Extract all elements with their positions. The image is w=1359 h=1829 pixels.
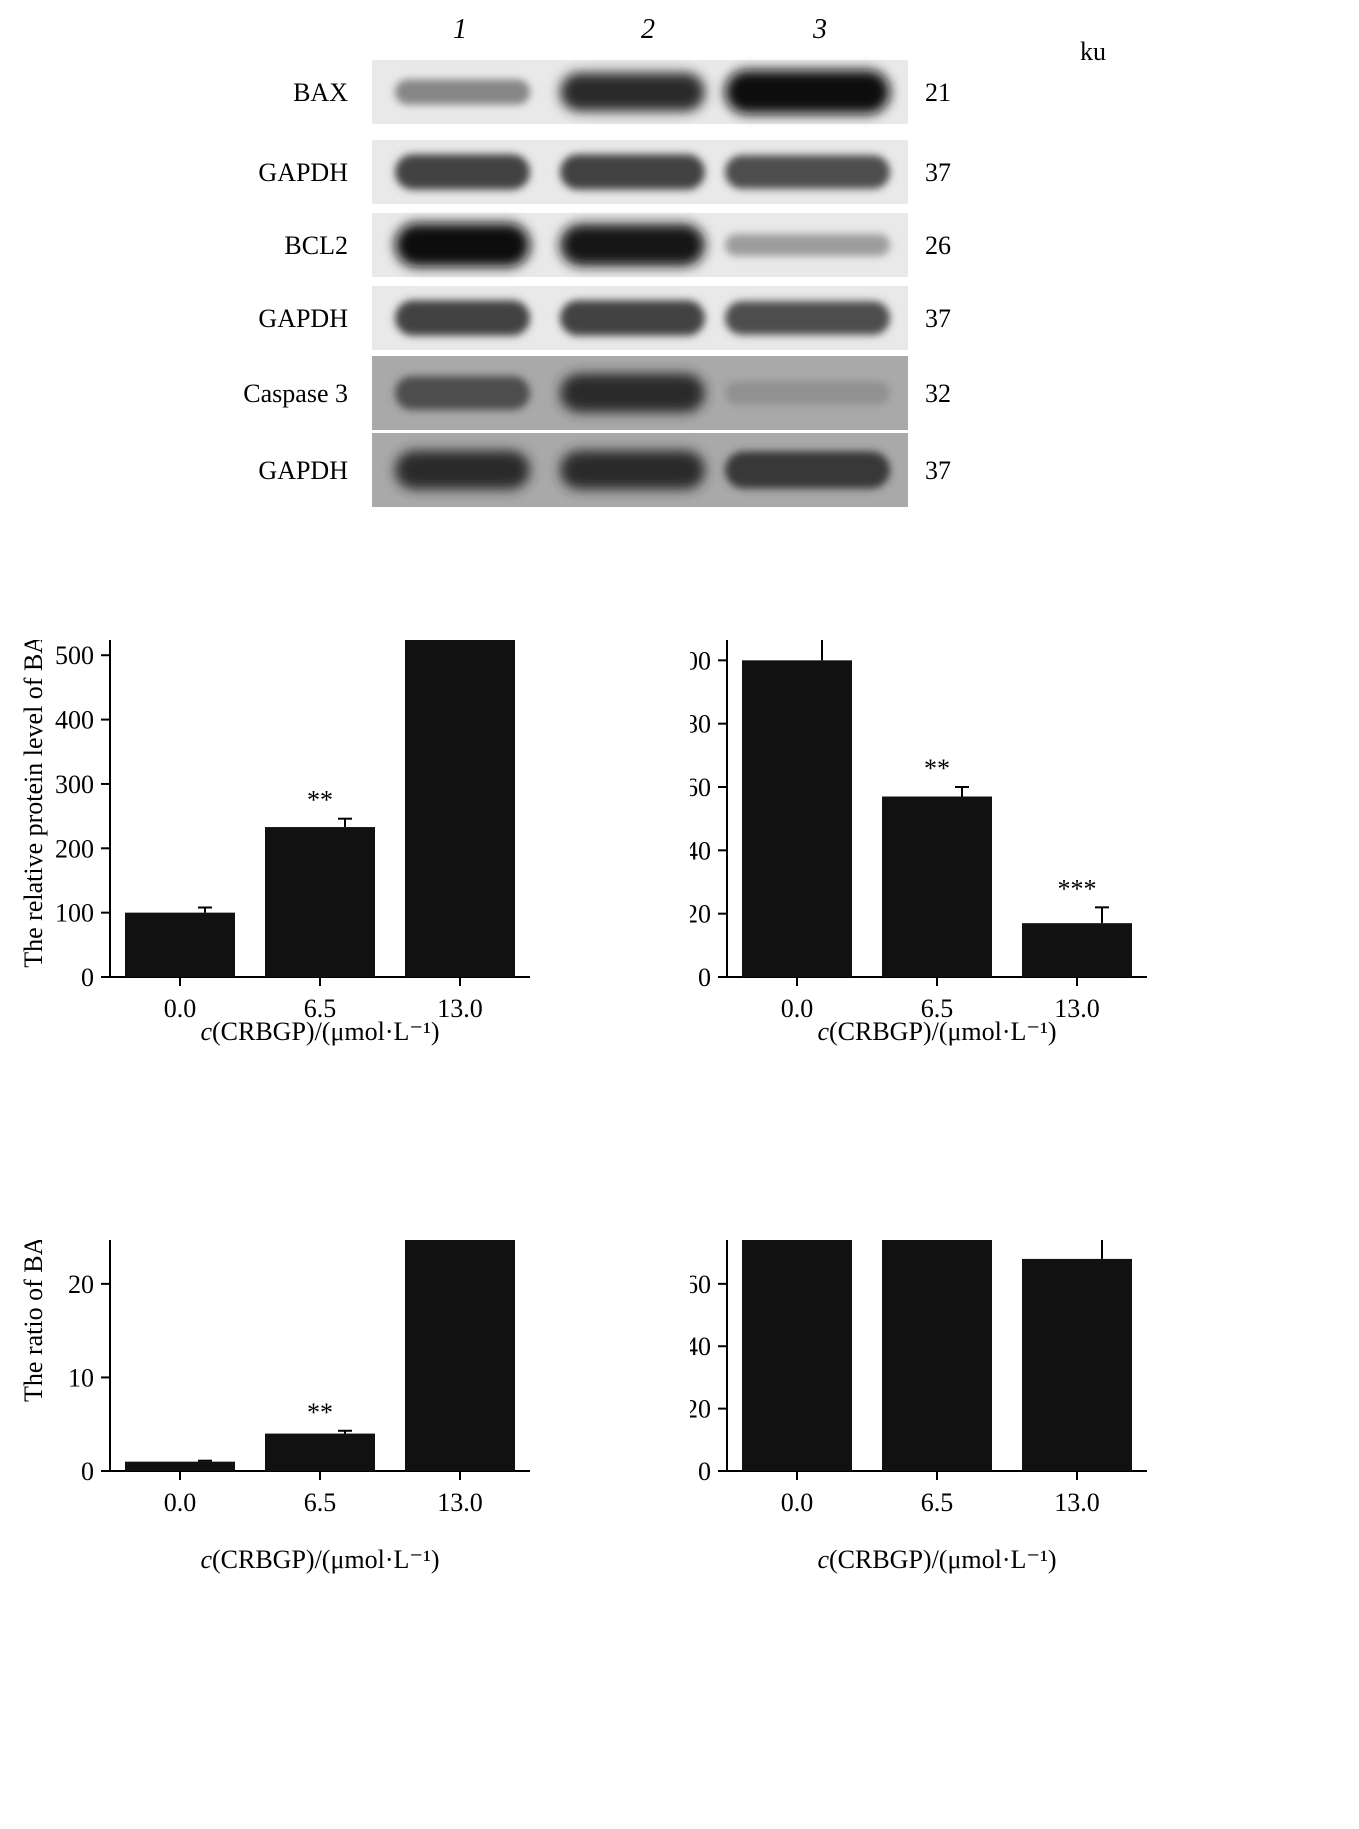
- bar: [1022, 923, 1132, 977]
- bar: [1022, 1258, 1132, 1471]
- bar: [742, 660, 852, 977]
- x-tick-label: 0.0: [164, 994, 197, 1023]
- y-tick-label: 40: [690, 1332, 711, 1361]
- unit-label: ku: [1080, 37, 1106, 66]
- blot-band: [560, 154, 705, 190]
- significance-marker: ***: [1058, 874, 1097, 903]
- y-tick-label: 0: [698, 963, 711, 992]
- y-tick-label: 100: [55, 899, 94, 928]
- protein-label: GAPDH: [258, 158, 348, 187]
- blot-band: [725, 301, 890, 335]
- lane-label: 1: [453, 14, 467, 45]
- protein-label: Caspase 3: [243, 379, 348, 408]
- chart-bax: 01002003004005006000.06.5**13.0***c(CRBG…: [19, 640, 530, 1046]
- y-tick-label: 40: [690, 836, 711, 865]
- lane-label: 3: [812, 14, 827, 45]
- chart-bcl2: 0204060801001200.06.5**13.0***c(CRBGP)/(…: [690, 640, 1147, 1046]
- blot-band: [725, 381, 890, 405]
- x-axis-label: c(CRBGP)/(μmol·L⁻¹): [200, 1017, 439, 1046]
- y-tick-label: 100: [690, 646, 711, 675]
- blot-band: [560, 300, 705, 336]
- y-tick-label: 10: [68, 1363, 94, 1392]
- x-axis-label: c(CRBGP)/(μmol·L⁻¹): [817, 1017, 1056, 1046]
- y-tick-label: 60: [690, 1270, 711, 1299]
- y-tick-label: 20: [690, 900, 711, 929]
- blot-band: [725, 70, 890, 114]
- bar: [882, 1240, 992, 1471]
- blot-band: [725, 155, 890, 189]
- x-tick-label: 6.5: [921, 994, 954, 1023]
- x-tick-label: 13.0: [1054, 994, 1100, 1023]
- blot-band: [395, 79, 530, 105]
- lane-label: 2: [641, 14, 655, 45]
- blot-band: [395, 376, 530, 410]
- blot-band: [560, 72, 705, 112]
- bar: [882, 796, 992, 977]
- significance-marker: **: [924, 754, 950, 783]
- x-tick-label: 13.0: [437, 1488, 483, 1517]
- blot-band: [395, 154, 530, 190]
- bar: [405, 1240, 515, 1471]
- significance-marker: **: [307, 1398, 333, 1427]
- y-tick-label: 80: [690, 710, 711, 739]
- bar: [405, 640, 515, 977]
- y-tick-label: 0: [81, 1457, 94, 1486]
- bar: [265, 827, 375, 977]
- molecular-weight: 21: [925, 78, 951, 107]
- molecular-weight: 32: [925, 379, 951, 408]
- x-tick-label: 0.0: [781, 1488, 814, 1517]
- protein-label: BAX: [293, 78, 348, 107]
- y-tick-label: 500: [55, 641, 94, 670]
- x-tick-label: 0.0: [164, 1488, 197, 1517]
- molecular-weight: 37: [925, 304, 951, 333]
- protein-label: GAPDH: [258, 304, 348, 333]
- bar: [742, 1240, 852, 1471]
- x-tick-label: 13.0: [1054, 1488, 1100, 1517]
- blot-band: [725, 234, 890, 256]
- molecular-weight: 26: [925, 231, 951, 260]
- chart-caspase3: 0204060801001200.06.513.0*c(CRBGP)/(μmol…: [690, 1240, 1147, 1574]
- blot-band: [395, 223, 530, 267]
- molecular-weight: 37: [925, 456, 951, 485]
- y-axis-label: The relative protein level of BAX/%: [19, 640, 48, 968]
- y-tick-label: 20: [690, 1395, 711, 1424]
- protein-label: BCL2: [284, 231, 348, 260]
- y-tick-label: 60: [690, 773, 711, 802]
- blot-band: [560, 223, 705, 267]
- x-tick-label: 13.0: [437, 994, 483, 1023]
- x-tick-label: 6.5: [304, 1488, 337, 1517]
- x-axis-label: c(CRBGP)/(μmol·L⁻¹): [200, 1545, 439, 1574]
- significance-marker: **: [307, 786, 333, 815]
- x-tick-label: 6.5: [304, 994, 337, 1023]
- y-axis-label: The ratio of BAX/BCL2: [19, 1240, 48, 1402]
- blot-band: [395, 450, 530, 490]
- bar: [265, 1433, 375, 1471]
- y-tick-label: 200: [55, 834, 94, 863]
- x-tick-label: 6.5: [921, 1488, 954, 1517]
- blot-band: [725, 451, 890, 489]
- chart-bax-bcl2-ratio: 0102030400.06.5**13.0***c(CRBGP)/(μmol·L…: [19, 1240, 530, 1574]
- protein-label: GAPDH: [258, 456, 348, 485]
- x-tick-label: 0.0: [781, 994, 814, 1023]
- y-tick-label: 300: [55, 770, 94, 799]
- y-tick-label: 0: [81, 963, 94, 992]
- y-tick-label: 400: [55, 706, 94, 735]
- blot-band: [560, 450, 705, 490]
- x-axis-label: c(CRBGP)/(μmol·L⁻¹): [817, 1545, 1056, 1574]
- blot-band: [395, 300, 530, 336]
- bar: [125, 912, 235, 977]
- y-tick-label: 20: [68, 1270, 94, 1299]
- molecular-weight: 37: [925, 158, 951, 187]
- y-tick-label: 0: [698, 1457, 711, 1486]
- blot-band: [560, 373, 705, 413]
- bar: [125, 1461, 235, 1471]
- western-blot-panel: ku 1 2 3 BAX 21 GAPDH 37 BCL2 26 GAPDH 37 Caspase …: [243, 14, 1106, 507]
